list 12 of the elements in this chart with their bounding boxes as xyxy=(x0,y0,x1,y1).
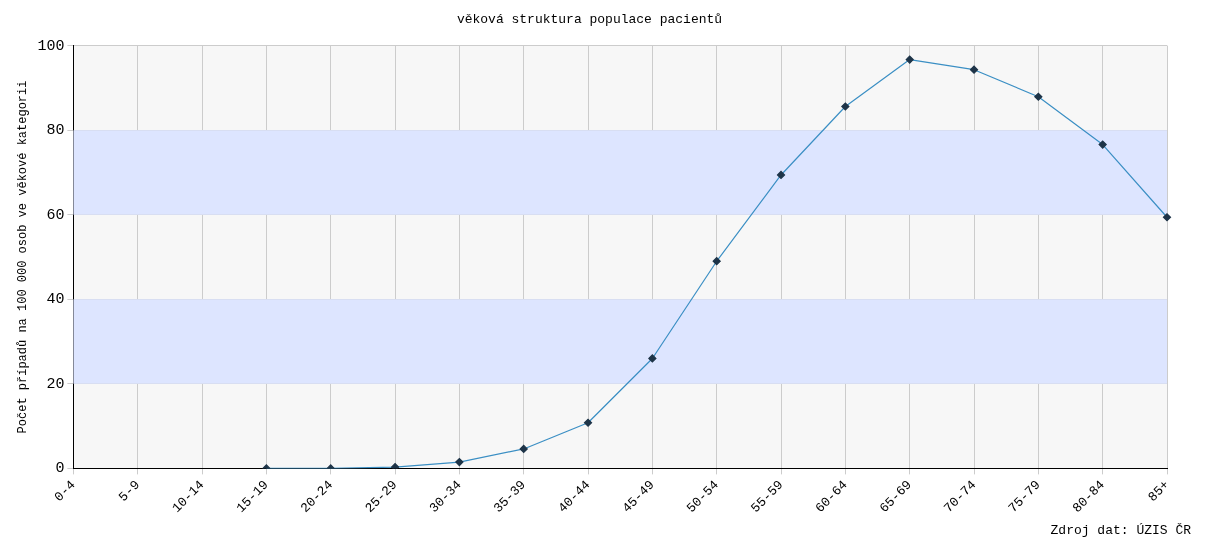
x-tick-label: 85+ xyxy=(1145,477,1173,505)
x-tick-label: 5-9 xyxy=(115,477,143,505)
y-tick-label: 0 xyxy=(55,460,65,478)
y-tick-label: 80 xyxy=(46,122,65,140)
y-axis-title: Počet případů na 100 000 osob ve věkové kategorii xyxy=(16,80,31,434)
y-tick-label: 60 xyxy=(46,206,65,224)
y-tick-label: 20 xyxy=(46,375,65,393)
x-tick-label: 0-4 xyxy=(51,477,79,505)
chart-title: věková struktura populace pacientů xyxy=(456,12,723,28)
text: Zdroj dat: ÚZIS ČR xyxy=(1050,522,1192,538)
y-tick-label: 40 xyxy=(46,291,65,309)
y-tick-label: 100 xyxy=(37,37,65,55)
